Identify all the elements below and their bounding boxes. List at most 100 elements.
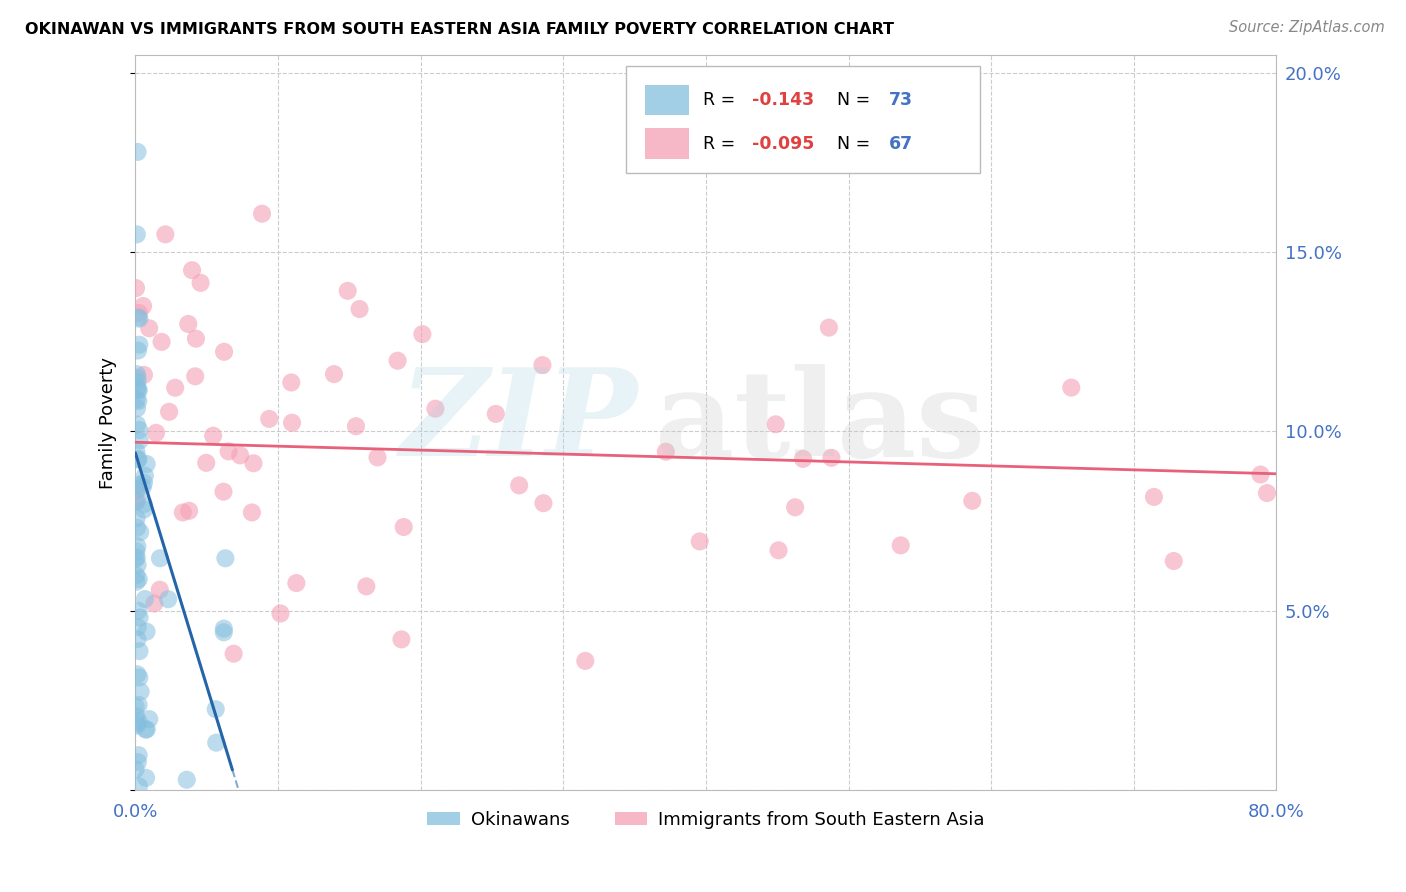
Point — [128, 698, 150, 712]
Point — [176, 772, 198, 787]
Point — [212, 622, 235, 636]
Y-axis label: Family Poverty: Family Poverty — [100, 357, 117, 489]
Point — [134, 468, 156, 483]
Point — [125, 550, 148, 565]
Point — [150, 334, 173, 349]
Point — [134, 592, 156, 607]
Legend: Okinawans, Immigrants from South Eastern Asia: Okinawans, Immigrants from South Eastern… — [420, 804, 991, 836]
Point — [214, 551, 236, 566]
Point — [132, 480, 155, 494]
Text: ZIP: ZIP — [399, 363, 637, 482]
Point — [127, 667, 149, 681]
Point — [135, 723, 157, 737]
Point — [157, 405, 180, 419]
Point — [689, 534, 711, 549]
Text: N =: N = — [837, 135, 876, 153]
Point — [1256, 486, 1278, 500]
Point — [132, 475, 155, 490]
Point — [132, 299, 155, 313]
Point — [820, 450, 842, 465]
Point — [181, 263, 204, 277]
Point — [212, 344, 235, 359]
Point — [132, 497, 155, 511]
Point — [125, 699, 148, 714]
Point — [204, 702, 226, 716]
Point — [127, 604, 149, 618]
Point — [127, 482, 149, 496]
Point — [127, 539, 149, 553]
Point — [127, 755, 149, 769]
Point — [128, 572, 150, 586]
Point — [765, 417, 787, 432]
Point — [349, 301, 371, 316]
Point — [177, 504, 200, 518]
Point — [190, 276, 212, 290]
Point — [128, 610, 150, 624]
Point — [127, 632, 149, 647]
Text: -0.095: -0.095 — [752, 135, 814, 153]
Point — [222, 647, 245, 661]
Point — [962, 493, 984, 508]
FancyBboxPatch shape — [626, 66, 980, 173]
Point — [125, 574, 148, 589]
Point — [132, 502, 155, 516]
Point — [128, 384, 150, 398]
Point — [392, 520, 415, 534]
Point — [425, 401, 447, 416]
Point — [125, 494, 148, 508]
Point — [127, 716, 149, 731]
Point — [367, 450, 389, 465]
Point — [127, 620, 149, 634]
Point — [242, 456, 264, 470]
Point — [818, 320, 841, 334]
Point — [792, 451, 814, 466]
Point — [212, 625, 235, 640]
Point — [124, 763, 146, 777]
Point — [125, 521, 148, 535]
Point — [785, 500, 807, 515]
Point — [125, 227, 148, 242]
Point — [195, 456, 218, 470]
Point — [285, 576, 308, 591]
Point — [531, 358, 554, 372]
Text: atlas: atlas — [655, 364, 984, 482]
Point — [202, 428, 225, 442]
Bar — [645, 128, 689, 159]
Point — [1143, 490, 1166, 504]
Text: R =: R = — [703, 91, 741, 109]
Point — [177, 317, 200, 331]
Point — [125, 551, 148, 566]
Point — [574, 654, 596, 668]
Point — [128, 337, 150, 351]
Point — [127, 310, 149, 325]
Point — [172, 505, 194, 519]
Point — [205, 736, 228, 750]
Point — [143, 596, 166, 610]
Point — [135, 457, 157, 471]
Point — [257, 412, 280, 426]
Point — [1060, 381, 1083, 395]
Point — [184, 332, 207, 346]
Point — [128, 780, 150, 794]
Point — [125, 368, 148, 382]
Point — [387, 353, 409, 368]
Point — [127, 558, 149, 572]
Point — [356, 579, 378, 593]
Point — [127, 145, 149, 159]
Point — [125, 444, 148, 458]
Point — [135, 624, 157, 639]
Point — [127, 371, 149, 385]
Bar — [645, 85, 689, 115]
Point — [125, 392, 148, 407]
Point — [127, 394, 149, 409]
Point — [125, 544, 148, 558]
Point — [212, 484, 235, 499]
Text: OKINAWAN VS IMMIGRANTS FROM SOUTH EASTERN ASIA FAMILY POVERTY CORRELATION CHART: OKINAWAN VS IMMIGRANTS FROM SOUTH EASTER… — [25, 22, 894, 37]
Text: 67: 67 — [889, 135, 912, 153]
Point — [125, 401, 148, 416]
Point — [127, 452, 149, 467]
Point — [890, 538, 912, 552]
Point — [269, 607, 291, 621]
Point — [128, 748, 150, 763]
Point — [127, 381, 149, 395]
